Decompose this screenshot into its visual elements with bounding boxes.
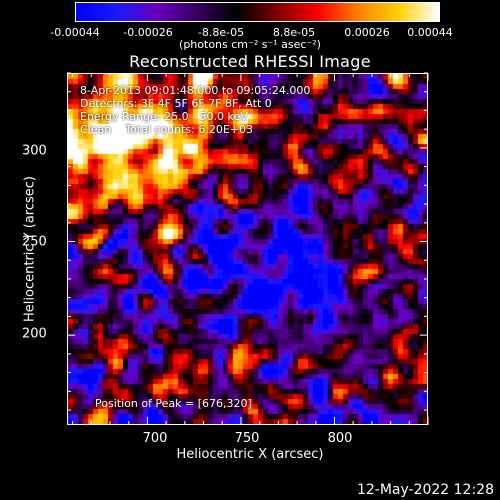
y-tick-label: 200	[22, 326, 47, 342]
colorbar-tick: -8.8e-05	[197, 26, 245, 39]
x-tick-label: 700	[142, 431, 168, 446]
peak-position-label: Position of Peak = [676,320]	[95, 397, 252, 410]
x-tick-label: 750	[234, 431, 260, 446]
colorbar-tick: -0.00044	[50, 26, 100, 39]
colorbar-units: (photons cm⁻² s⁻¹ asec⁻²)	[179, 38, 321, 51]
y-tick-label: 300	[22, 143, 47, 159]
observation-info: 8-Apr-2013 09:01:48.000 to 09:05:24.000 D…	[80, 84, 310, 136]
colorbar-tick: 0.00044	[407, 26, 453, 39]
x-tick-label: 800	[327, 431, 353, 446]
colorbar-tick: -0.00026	[123, 26, 173, 39]
colorbar-tick: 8.8e-05	[272, 26, 316, 39]
colorbar-tick: 0.00026	[344, 26, 390, 39]
heatmap-image	[68, 74, 427, 424]
x-axis-label: Heliocentric X (arcsec)	[176, 447, 324, 462]
detectors-label: Detectors: 3F 4F 5F 6F 7F 8F, Att 0	[80, 97, 272, 110]
time-range-label: 8-Apr-2013 09:01:48.000 to 09:05:24.000	[80, 84, 311, 97]
chart-title: Reconstructed RHESSI Image	[129, 52, 371, 71]
plot-area	[67, 73, 428, 425]
total-counts-label: Clean Total counts: 6.20E+03	[80, 123, 254, 136]
y-axis-label: Heliocentric Y (arcsec)	[22, 176, 38, 322]
colorbar	[75, 2, 440, 22]
timestamp: 12-May-2022 12:28	[356, 482, 494, 498]
y-tick-label: 250	[22, 234, 47, 250]
energy-range-label: Energy Range: 25.0 - 50.0 keV	[80, 110, 248, 123]
